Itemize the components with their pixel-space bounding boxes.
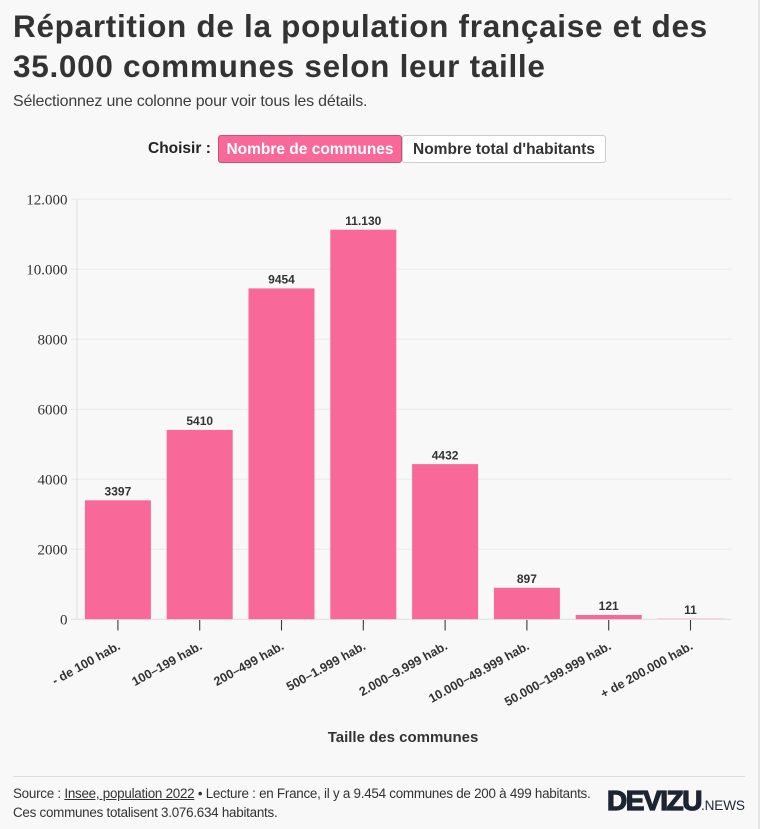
svg-text:12.000: 12.000: [26, 193, 67, 209]
svg-text:11: 11: [684, 603, 697, 617]
svg-text:4432: 4432: [432, 448, 459, 462]
svg-text:+ de 200.000 hab.: + de 200.000 hab.: [598, 639, 695, 701]
svg-text:5410: 5410: [186, 414, 213, 428]
svg-text:4000: 4000: [38, 473, 68, 489]
svg-text:Taille des communes: Taille des communes: [328, 729, 479, 746]
svg-text:100–199 hab.: 100–199 hab.: [130, 639, 205, 689]
svg-text:121: 121: [599, 599, 619, 613]
svg-text:10.000: 10.000: [26, 263, 67, 279]
svg-text:9454: 9454: [268, 273, 295, 287]
svg-text:2000: 2000: [38, 543, 68, 559]
svg-text:500–1.999 hab.: 500–1.999 hab.: [284, 639, 368, 694]
svg-text:200–499 hab.: 200–499 hab.: [211, 639, 286, 689]
svg-text:897: 897: [517, 572, 537, 586]
svg-text:0: 0: [60, 612, 68, 628]
svg-text:6000: 6000: [38, 403, 68, 419]
svg-text:3397: 3397: [105, 485, 132, 499]
svg-text:8000: 8000: [38, 333, 68, 349]
svg-text:11.130: 11.130: [345, 214, 381, 228]
svg-text:- de 100 hab.: - de 100 hab.: [50, 639, 123, 688]
